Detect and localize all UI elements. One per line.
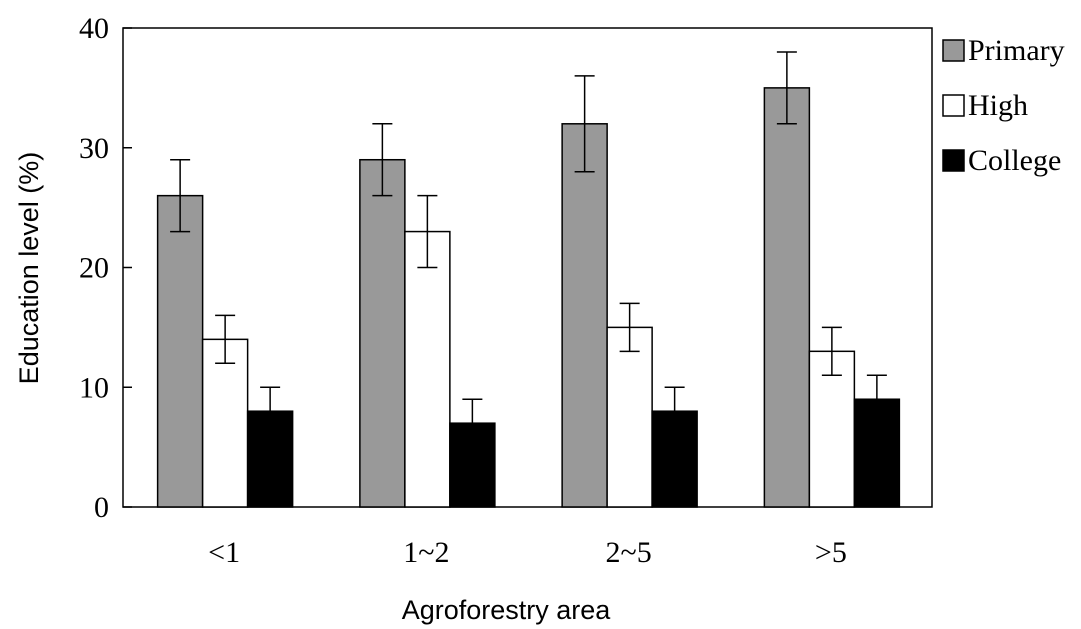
bar-college-3 xyxy=(853,398,901,508)
bar-high-1 xyxy=(404,230,451,508)
legend: Primary High College xyxy=(942,34,1065,177)
y-axis: 0 10 20 30 40 xyxy=(79,12,132,524)
legend-swatch-high xyxy=(942,94,965,117)
x-axis: <1 1~2 2~5 >5 xyxy=(208,536,847,569)
bar-primary-1 xyxy=(359,158,406,508)
y-tick-label: 40 xyxy=(79,12,109,45)
y-axis-title: Education level (%) xyxy=(14,152,44,385)
y-tick-label: 0 xyxy=(94,491,109,524)
x-tick-label: 1~2 xyxy=(403,536,449,569)
y-tick-label: 30 xyxy=(79,132,109,165)
x-axis-title: Agroforestry area xyxy=(402,595,612,625)
y-tick-label: 10 xyxy=(79,371,109,404)
bar-primary-0 xyxy=(156,194,204,508)
legend-label-college: College xyxy=(968,144,1061,177)
legend-swatch-college xyxy=(942,149,965,172)
legend-label-primary: Primary xyxy=(968,34,1065,67)
bars xyxy=(156,87,901,508)
bar-high-3 xyxy=(808,350,856,508)
legend-label-high: High xyxy=(968,89,1028,122)
bar-primary-3 xyxy=(763,87,811,508)
y-tick-label: 20 xyxy=(79,252,109,285)
bar-high-0 xyxy=(201,338,249,508)
legend-swatch-primary xyxy=(942,39,965,62)
x-tick-label: 2~5 xyxy=(606,536,652,569)
x-tick-label: <1 xyxy=(208,536,240,569)
x-tick-label: >5 xyxy=(815,536,847,569)
error-bars xyxy=(170,51,887,448)
bar-high-2 xyxy=(606,326,653,508)
bar-primary-2 xyxy=(561,123,608,508)
